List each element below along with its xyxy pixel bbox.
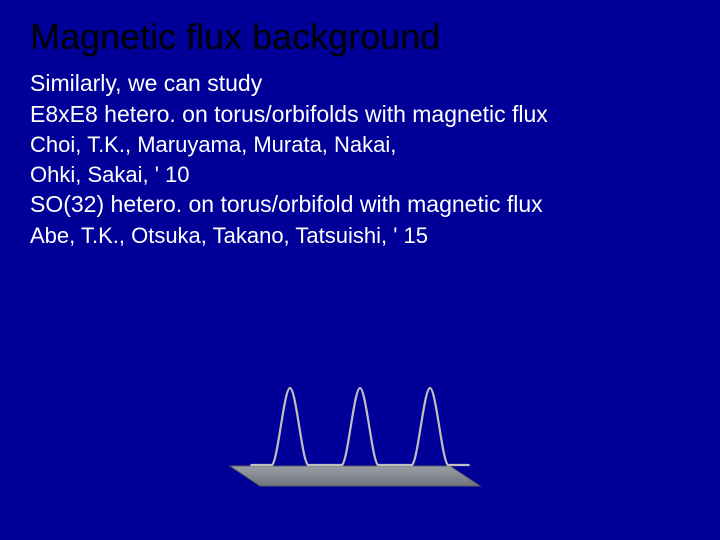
slide-title: Magnetic flux background xyxy=(30,16,690,58)
line-2: E8xE8 hetero. on torus/orbifolds with ma… xyxy=(30,99,690,130)
diagram-svg xyxy=(210,370,510,510)
line-6-ref: Abe, T.K., Otsuka, Takano, Tatsuishi, ' … xyxy=(30,221,690,251)
line-3-ref: Choi, T.K., Maruyama, Murata, Nakai, xyxy=(30,130,690,160)
body-text: Similarly, we can study E8xE8 hetero. on… xyxy=(30,68,690,250)
slide: Magnetic flux background Similarly, we c… xyxy=(0,0,720,540)
wavefunction-diagram xyxy=(210,370,510,510)
line-1: Similarly, we can study xyxy=(30,68,690,99)
base-slab xyxy=(230,466,480,486)
localized-wave-icon xyxy=(250,388,469,465)
line-5: SO(32) hetero. on torus/orbifold with ma… xyxy=(30,189,690,220)
line-4-ref: Ohki, Sakai, ' 10 xyxy=(30,160,690,190)
